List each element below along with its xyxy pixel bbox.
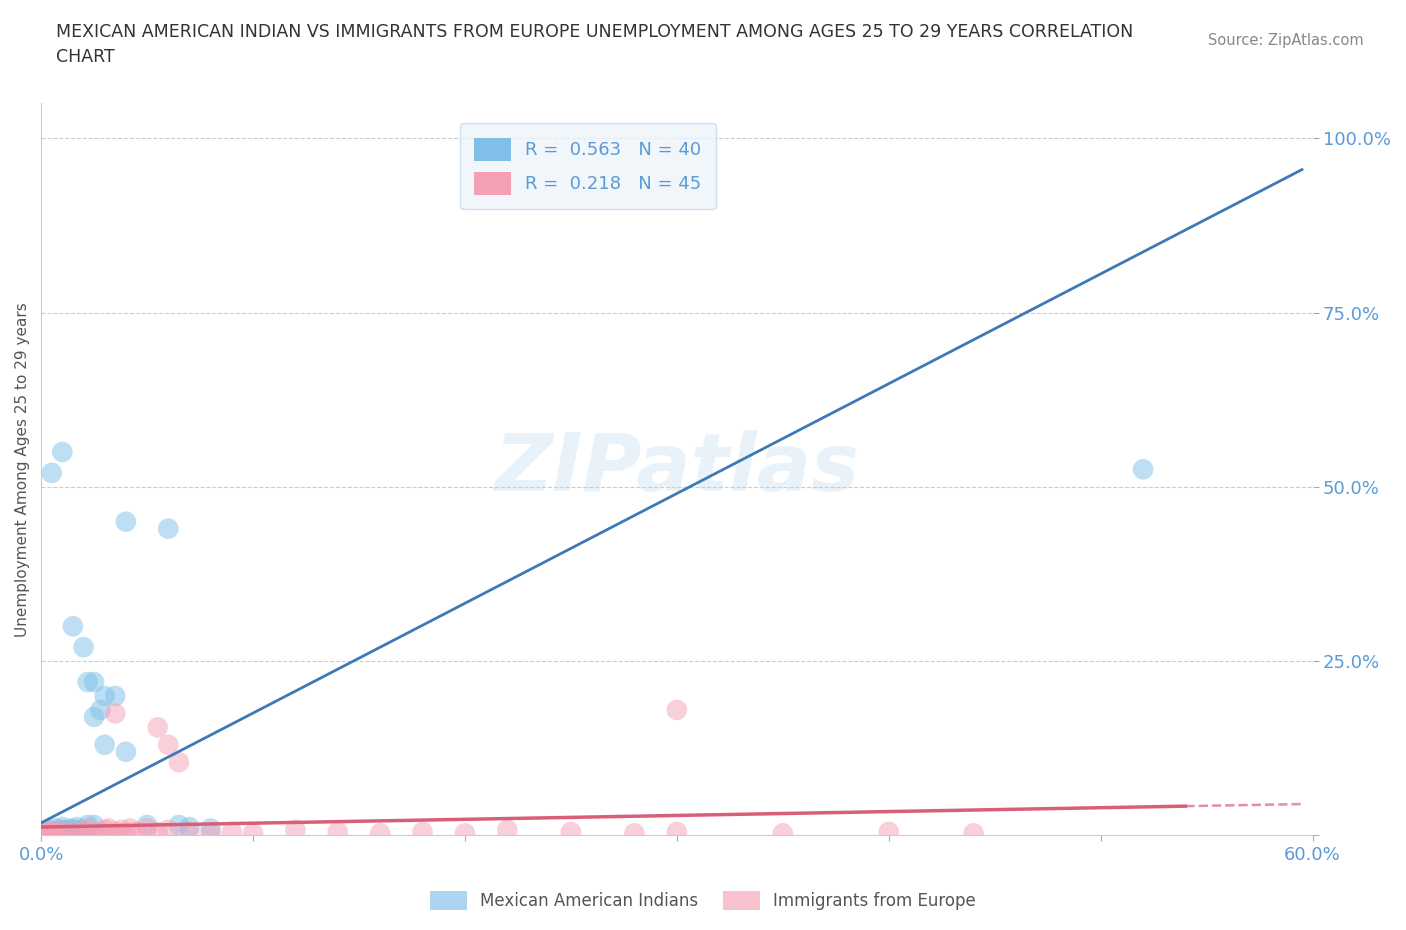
- Point: [46, 826, 69, 841]
- Point: [72, 825, 94, 840]
- Point: [38, 826, 60, 841]
- Point: [93, 688, 115, 703]
- Point: [284, 822, 307, 837]
- Point: [51, 819, 73, 834]
- Point: [83, 674, 105, 689]
- Point: [136, 821, 159, 836]
- Point: [67, 826, 90, 841]
- Point: [76, 817, 98, 832]
- Point: [146, 825, 169, 840]
- Point: [877, 825, 900, 840]
- Point: [242, 826, 264, 841]
- Point: [125, 825, 148, 840]
- Point: [76, 821, 98, 836]
- Point: [772, 826, 794, 841]
- Point: [76, 674, 98, 689]
- Point: [49, 822, 72, 837]
- Point: [72, 640, 94, 655]
- Point: [104, 688, 127, 703]
- Point: [45, 821, 67, 836]
- Point: [665, 825, 688, 840]
- Point: [83, 817, 105, 832]
- Legend: Mexican American Indians, Immigrants from Europe: Mexican American Indians, Immigrants fro…: [423, 884, 983, 917]
- Point: [111, 822, 134, 837]
- Point: [368, 826, 391, 841]
- Point: [412, 825, 434, 840]
- Point: [136, 817, 159, 832]
- Point: [53, 825, 76, 840]
- Point: [167, 755, 190, 770]
- Point: [42, 825, 65, 840]
- Y-axis label: Unemployment Among Ages 25 to 29 years: Unemployment Among Ages 25 to 29 years: [15, 302, 30, 637]
- Point: [70, 822, 93, 837]
- Point: [83, 710, 105, 724]
- Point: [496, 822, 519, 837]
- Point: [41, 824, 63, 839]
- Text: Source: ZipAtlas.com: Source: ZipAtlas.com: [1208, 33, 1364, 47]
- Point: [34, 827, 56, 842]
- Point: [179, 825, 201, 840]
- Point: [62, 825, 84, 840]
- Point: [93, 822, 115, 837]
- Text: ZIPatlas: ZIPatlas: [495, 431, 859, 509]
- Point: [59, 821, 82, 836]
- Point: [62, 618, 84, 633]
- Point: [38, 822, 60, 837]
- Point: [83, 826, 105, 841]
- Point: [51, 825, 73, 840]
- Point: [221, 825, 243, 840]
- Point: [41, 826, 63, 841]
- Point: [120, 821, 142, 836]
- Point: [89, 825, 111, 840]
- Legend: R =  0.563   N = 40, R =  0.218   N = 45: R = 0.563 N = 40, R = 0.218 N = 45: [460, 124, 716, 209]
- Point: [42, 826, 65, 841]
- Point: [560, 825, 582, 840]
- Point: [62, 825, 84, 840]
- Point: [157, 737, 180, 752]
- Point: [55, 826, 77, 841]
- Point: [104, 706, 127, 721]
- Point: [146, 720, 169, 735]
- Point: [623, 826, 645, 841]
- Point: [104, 825, 127, 840]
- Point: [200, 821, 222, 836]
- Text: MEXICAN AMERICAN INDIAN VS IMMIGRANTS FROM EUROPE UNEMPLOYMENT AMONG AGES 25 TO : MEXICAN AMERICAN INDIAN VS IMMIGRANTS FR…: [56, 23, 1133, 66]
- Point: [63, 822, 86, 837]
- Point: [115, 514, 138, 529]
- Point: [55, 823, 77, 838]
- Point: [200, 826, 222, 841]
- Point: [45, 825, 67, 840]
- Point: [454, 826, 477, 841]
- Point: [72, 825, 94, 840]
- Point: [157, 822, 180, 837]
- Point: [37, 825, 59, 840]
- Point: [66, 819, 89, 834]
- Point: [41, 465, 63, 480]
- Point: [157, 521, 180, 536]
- Point: [179, 819, 201, 834]
- Point: [115, 744, 138, 759]
- Point: [1132, 462, 1154, 477]
- Point: [37, 825, 59, 840]
- Point: [326, 825, 349, 840]
- Point: [51, 445, 73, 459]
- Point: [46, 825, 69, 840]
- Point: [67, 825, 90, 840]
- Point: [665, 702, 688, 717]
- Point: [93, 737, 115, 752]
- Point: [962, 826, 984, 841]
- Point: [89, 702, 111, 717]
- Point: [115, 826, 138, 841]
- Point: [97, 821, 120, 836]
- Point: [167, 817, 190, 832]
- Point: [58, 825, 80, 840]
